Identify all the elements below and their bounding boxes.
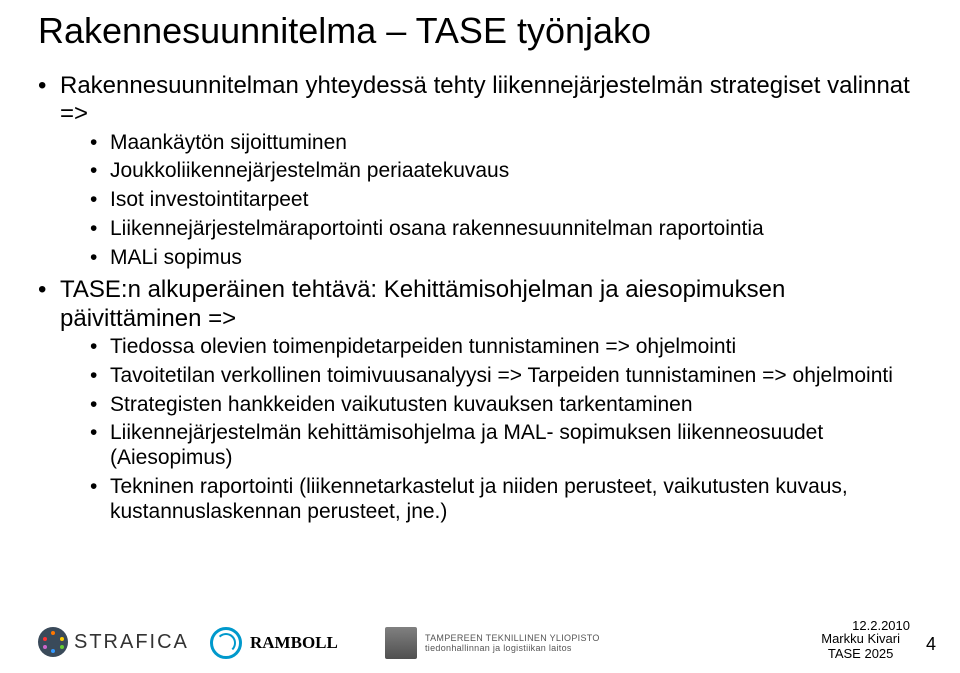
bullet-item: Tiedossa olevien toimenpidetarpeiden tun… (90, 335, 922, 360)
ramboll-mark-icon (210, 627, 242, 659)
bullet-item: Liikennejärjestelmäraportointi osana rak… (90, 217, 922, 242)
bullet-item: TASE:n alkuperäinen tehtävä: Kehittämiso… (38, 276, 922, 524)
bullet-item: Liikennejärjestelmän kehittämisohjelma j… (90, 421, 922, 471)
logo-strafica: STRAFICA (38, 627, 189, 657)
bullet-item: Tavoitetilan verkollinen toimivuusanalyy… (90, 364, 922, 389)
bullet-item: Rakennesuunnitelman yhteydessä tehty lii… (38, 72, 922, 270)
bullet-text: Tekninen raportointi (liikennetarkastelu… (110, 475, 848, 523)
tty-line1: TAMPEREEN TEKNILLINEN YLIOPISTO (425, 633, 600, 643)
strafica-logo-text: STRAFICA (74, 631, 189, 654)
bullet-text: Rakennesuunnitelman yhteydessä tehty lii… (60, 72, 910, 127)
strafica-mark-icon (38, 627, 68, 657)
slide: Rakennesuunnitelma – TASE työnjako Raken… (0, 0, 960, 673)
slide-content: Rakennesuunnitelman yhteydessä tehty lii… (38, 72, 922, 530)
bullet-item: Maankäytön sijoittuminen (90, 131, 922, 156)
tty-line2: tiedonhallinnan ja logistiikan laitos (425, 643, 600, 653)
bullet-list: Rakennesuunnitelman yhteydessä tehty lii… (38, 72, 922, 524)
bullet-text: TASE:n alkuperäinen tehtävä: Kehittämiso… (60, 276, 785, 331)
bullet-item: Strategisten hankkeiden vaikutusten kuva… (90, 393, 922, 418)
bullet-item: Isot investointitarpeet (90, 188, 922, 213)
footer-meta: Markku Kivari TASE 2025 (821, 631, 900, 661)
footer-author: Markku Kivari (821, 631, 900, 646)
bullet-text: Liikennejärjestelmän kehittämisohjelma j… (110, 421, 823, 469)
bullet-text: Liikennejärjestelmäraportointi osana rak… (110, 217, 764, 240)
bullet-sublist: Maankäytön sijoittuminen Joukkoliikennej… (60, 131, 922, 271)
tty-mark-icon (385, 627, 417, 659)
bullet-sublist: Tiedossa olevien toimenpidetarpeiden tun… (60, 335, 922, 524)
footer: STRAFICA RAMBOLL TAMPEREEN TEKNILLINEN Y… (0, 613, 960, 673)
page-number: 4 (926, 634, 936, 655)
bullet-text: Tavoitetilan verkollinen toimivuusanalyy… (110, 364, 893, 387)
bullet-text: Strategisten hankkeiden vaikutusten kuva… (110, 393, 693, 416)
bullet-text: MALi sopimus (110, 246, 242, 269)
bullet-text: Isot investointitarpeet (110, 188, 308, 211)
logo-ramboll: RAMBOLL (210, 627, 338, 659)
tty-logo-text: TAMPEREEN TEKNILLINEN YLIOPISTO tiedonha… (425, 633, 600, 654)
bullet-item: MALi sopimus (90, 246, 922, 271)
bullet-text: Maankäytön sijoittuminen (110, 131, 347, 154)
ramboll-logo-text: RAMBOLL (250, 633, 338, 653)
footer-project: TASE 2025 (821, 646, 900, 661)
bullet-item: Joukkoliikennejärjestelmän periaatekuvau… (90, 159, 922, 184)
bullet-text: Tiedossa olevien toimenpidetarpeiden tun… (110, 335, 736, 358)
bullet-text: Joukkoliikennejärjestelmän periaatekuvau… (110, 159, 509, 182)
logo-tty: TAMPEREEN TEKNILLINEN YLIOPISTO tiedonha… (385, 627, 600, 659)
bullet-item: Tekninen raportointi (liikennetarkastelu… (90, 475, 922, 525)
slide-title: Rakennesuunnitelma – TASE työnjako (38, 10, 651, 52)
